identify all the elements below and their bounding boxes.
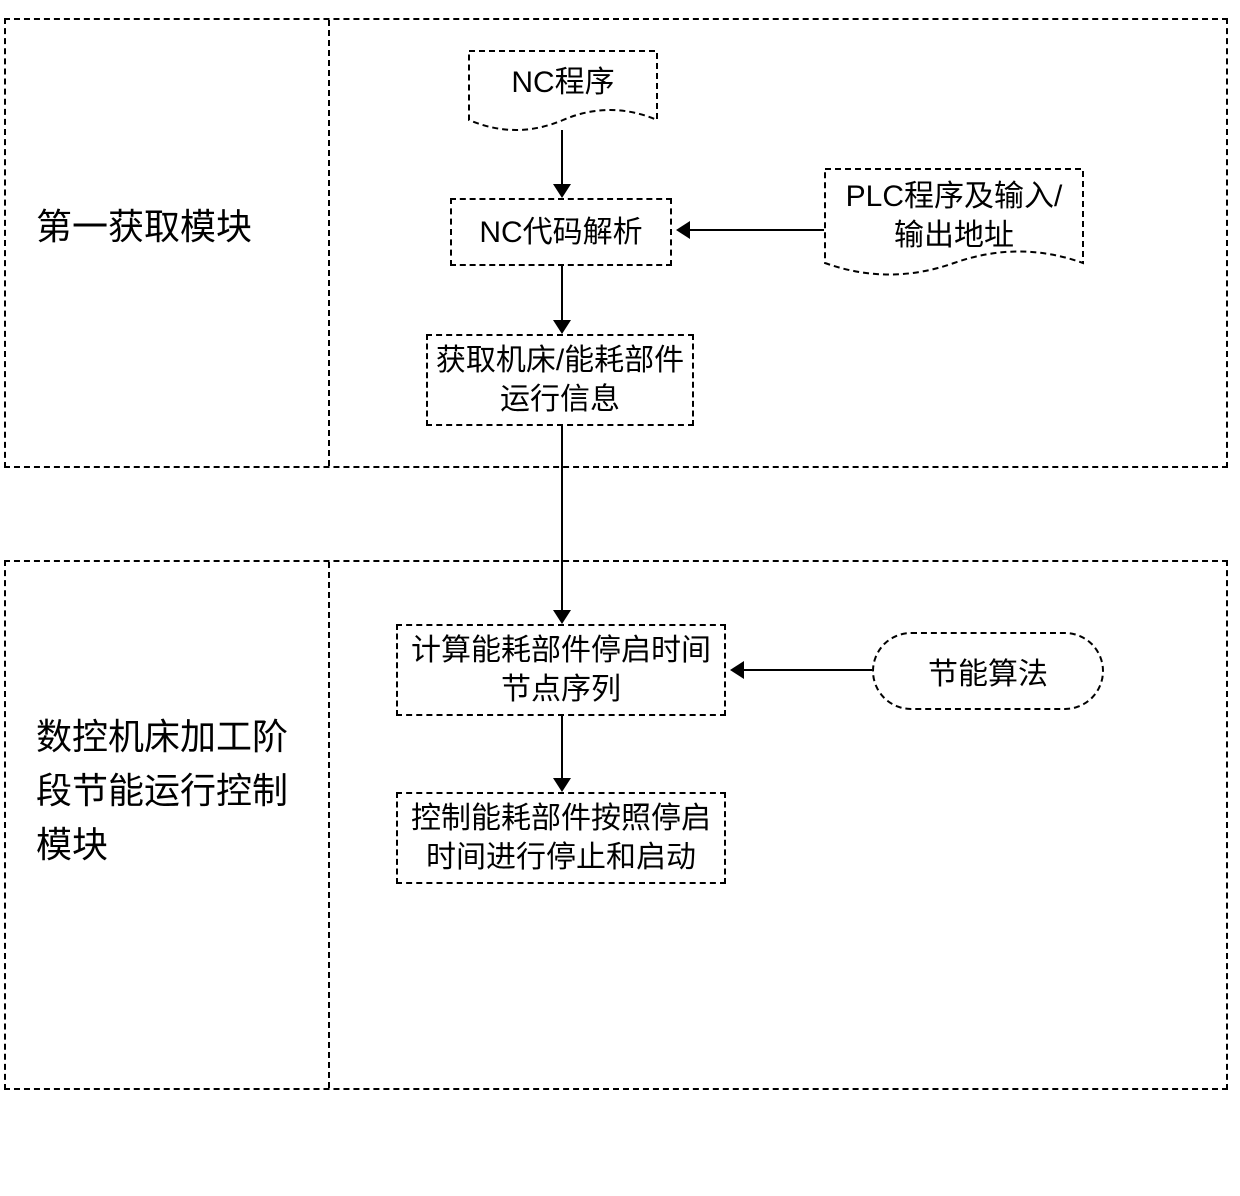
- process-control: 控制能耗部件按照停启时间进行停止和启动: [396, 792, 726, 884]
- arrow-5-line: [744, 669, 872, 671]
- arrow-4-line: [561, 426, 563, 610]
- arrow-3-head: [553, 320, 571, 334]
- doc-plc-io: [824, 168, 1084, 288]
- arrow-3-line: [561, 266, 563, 320]
- doc-nc-program: [468, 50, 658, 140]
- rounded-algorithm-label: 节能算法: [928, 649, 1048, 693]
- arrow-1-line: [561, 130, 563, 184]
- arrow-2-head: [676, 221, 690, 239]
- module-label-top: 第一获取模块: [36, 200, 306, 254]
- arrow-4-head: [553, 610, 571, 624]
- arrow-2-line: [690, 229, 824, 231]
- arrow-1-head: [553, 184, 571, 198]
- arrow-6-head: [553, 778, 571, 792]
- process-get-info-label: 获取机床/能耗部件运行信息: [428, 341, 692, 419]
- arrow-5-head: [730, 661, 744, 679]
- process-nc-parse-label: NC代码解析: [479, 213, 642, 252]
- process-calc-seq-label: 计算能耗部件停启时间节点序列: [398, 631, 724, 709]
- process-get-info: 获取机床/能耗部件运行信息: [426, 334, 694, 426]
- process-nc-parse: NC代码解析: [450, 198, 672, 266]
- module-label-bottom: 数控机床加工阶段节能运行控制模块: [36, 710, 296, 872]
- process-control-label: 控制能耗部件按照停启时间进行停止和启动: [398, 799, 724, 877]
- arrow-6-line: [561, 716, 563, 778]
- rounded-algorithm: 节能算法: [872, 632, 1104, 710]
- process-calc-seq: 计算能耗部件停启时间节点序列: [396, 624, 726, 716]
